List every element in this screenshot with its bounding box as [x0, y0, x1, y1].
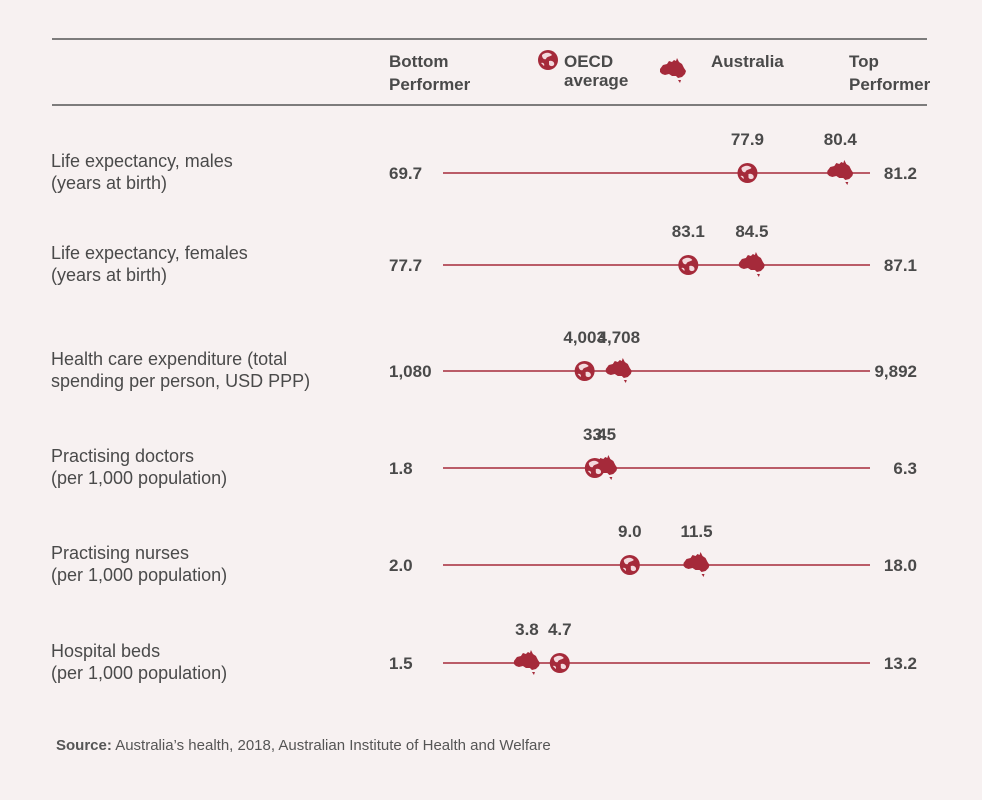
top-value: 81.2: [884, 164, 917, 183]
header-oecd-line1: OECD: [564, 52, 613, 71]
row-label-line2: spending per person, USD PPP): [51, 371, 310, 391]
bottom-value: 1.5: [389, 654, 413, 673]
bottom-value: 1,080: [389, 362, 432, 381]
row-label-line2: (per 1,000 population): [51, 663, 227, 683]
top-value: 18.0: [884, 556, 917, 575]
oecd-marker: [678, 255, 699, 275]
header: Bottom Performer OECD average Australia …: [389, 50, 931, 94]
source-text: Australia’s health, 2018, Australian Ins…: [112, 737, 551, 754]
source-label: Source:: [56, 737, 112, 754]
row-label-line2: (per 1,000 population): [51, 565, 227, 585]
row-label-line1: Health care expenditure (total: [51, 349, 287, 369]
oecd-value: 9.0: [618, 522, 642, 541]
top-value: 6.3: [893, 459, 917, 478]
top-value: 87.1: [884, 256, 917, 275]
header-oecd-line2: average: [564, 71, 628, 90]
header-bottom-line2: Performer: [389, 75, 471, 94]
australia-value: 11.5: [680, 522, 712, 541]
oecd-marker: [549, 653, 570, 673]
chart-row: Practising nurses(per 1,000 population) 2…: [51, 522, 917, 585]
australia-value: 84.5: [735, 222, 768, 241]
chart-row: Life expectancy, females(years at birth)…: [51, 222, 917, 285]
oecd-value: 77.9: [731, 130, 764, 149]
chart-row: Life expectancy, males(years at birth) 69…: [51, 130, 917, 193]
row-label-line1: Life expectancy, males: [51, 151, 233, 171]
header-australia: Australia: [711, 52, 784, 71]
bottom-value: 1.8: [389, 459, 413, 478]
oecd-value: 4,003: [563, 328, 606, 347]
oecd-value: 83.1: [672, 222, 705, 241]
oecd-value: 4.7: [548, 620, 572, 639]
australia-value: 4,708: [598, 328, 641, 347]
bottom-value: 69.7: [389, 164, 422, 183]
row-label-line1: Practising doctors: [51, 446, 194, 466]
australia-value: 3.5: [592, 425, 616, 444]
row-label-line1: Practising nurses: [51, 543, 189, 563]
source-note: Source: Australia’s health, 2018, Austra…: [56, 737, 551, 754]
oecd-marker: [584, 458, 605, 478]
top-value: 9,892: [874, 362, 917, 381]
top-value: 13.2: [884, 654, 917, 673]
australia-map-icon: [660, 58, 686, 83]
australia-marker: [827, 160, 854, 185]
bottom-value: 2.0: [389, 556, 413, 575]
australia-marker: [738, 252, 765, 277]
row-label-line2: (years at birth): [51, 173, 167, 193]
row-label-line1: Hospital beds: [51, 641, 160, 661]
australia-value: 80.4: [824, 130, 858, 149]
header-top-line1: Top: [849, 52, 879, 71]
row-label-line2: (years at birth): [51, 265, 167, 285]
oecd-value: 3.4: [583, 425, 607, 444]
australia-marker: [513, 650, 540, 675]
chart-row: Hospital beds(per 1,000 population) 1.5 13…: [51, 620, 917, 683]
oecd-marker: [737, 163, 758, 183]
australia-value: 3.8: [515, 620, 539, 639]
chart-row: Practising doctors(per 1,000 population)…: [51, 425, 917, 488]
oecd-marker: [619, 555, 640, 575]
australia-marker: [683, 552, 710, 577]
header-bottom-line1: Bottom: [389, 52, 448, 71]
australia-marker: [605, 358, 632, 383]
globe-icon: [538, 50, 558, 70]
header-top-line2: Performer: [849, 75, 931, 94]
bottom-value: 77.7: [389, 256, 422, 275]
chart-rows: Life expectancy, males(years at birth) 69…: [51, 130, 917, 683]
row-label-line2: (per 1,000 population): [51, 468, 227, 488]
row-label-line1: Life expectancy, females: [51, 243, 248, 263]
oecd-marker: [574, 361, 595, 381]
